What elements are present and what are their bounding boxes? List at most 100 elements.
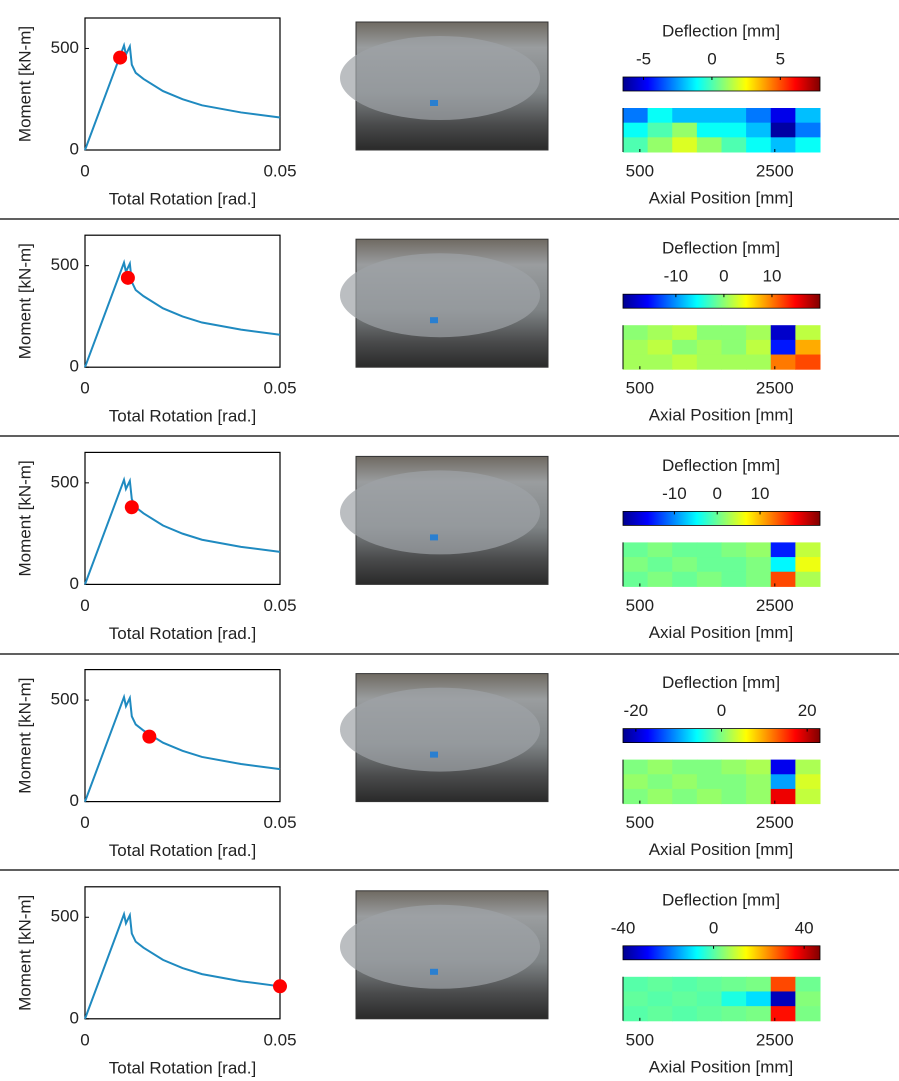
y-tick-label: 0 xyxy=(70,1008,79,1027)
heatmap-cell xyxy=(647,354,673,370)
heatmap-cell xyxy=(721,137,747,153)
heatmap-cell xyxy=(672,1006,698,1022)
y-tick-label: 500 xyxy=(51,690,79,709)
x-tick-label: 0.05 xyxy=(263,161,296,180)
heatmap-cell xyxy=(623,122,649,138)
heatmap-cell xyxy=(696,557,722,573)
heatmap-cell xyxy=(721,122,747,138)
heatmap-cell xyxy=(746,759,772,775)
heatmap-cell xyxy=(746,108,772,124)
heatmap-cell xyxy=(770,137,796,153)
y-tick-label: 0 xyxy=(70,139,79,158)
moment-curve xyxy=(84,259,281,368)
heatmap-cell xyxy=(647,991,673,1007)
colorbar-tick-label: -5 xyxy=(636,49,651,68)
heatmap-cell xyxy=(696,774,722,790)
x-axis-label: Total Rotation [rad.] xyxy=(109,189,256,208)
moment-curve xyxy=(84,910,281,1020)
heatmap-cell xyxy=(770,542,796,558)
heatmap-cell xyxy=(721,354,747,370)
heatmap-cell xyxy=(696,122,722,138)
photo-sensor xyxy=(430,751,438,758)
heatmap-cell xyxy=(770,788,796,805)
heatmap-cell xyxy=(795,759,821,775)
colorbar-title: Deflection [mm] xyxy=(662,21,780,40)
x-tick-label: 2500 xyxy=(756,379,794,398)
heatmap-cell xyxy=(721,571,747,587)
heatmap-cell xyxy=(696,339,722,356)
heatmap-cell xyxy=(795,557,821,573)
heatmap-cell xyxy=(672,325,698,341)
colorbar-tick-label: 0 xyxy=(717,701,726,720)
plot-frame xyxy=(84,17,281,151)
heatmap-cell xyxy=(623,759,649,775)
heatmap-cell xyxy=(623,774,649,790)
heatmap-cell xyxy=(746,774,772,790)
moment-curve xyxy=(84,693,281,802)
heatmap-cell xyxy=(746,137,772,153)
moment-curve xyxy=(84,41,281,151)
photo-sensor xyxy=(430,968,438,975)
heatmap-cell xyxy=(721,788,747,805)
colorbar-title: Deflection [mm] xyxy=(662,239,780,258)
colorbar-tick-label: 20 xyxy=(798,701,817,720)
heatmap-cell xyxy=(721,991,747,1007)
heatmap-cell xyxy=(746,542,772,558)
heatmap-cell xyxy=(672,108,698,124)
colorbar-tick-label: 0 xyxy=(707,49,716,68)
y-tick-label: 500 xyxy=(51,907,79,926)
heatmap-cell xyxy=(770,774,796,790)
heatmap-cell xyxy=(672,991,698,1007)
y-tick-label: 0 xyxy=(70,574,79,593)
heatmap-cell xyxy=(623,108,649,124)
heatmap-cell xyxy=(623,976,649,992)
heatmap-cell xyxy=(795,788,821,805)
y-axis-label: Moment [kN-m] xyxy=(15,895,34,1011)
heatmap-cell xyxy=(795,1006,821,1022)
heatmap-cell xyxy=(696,976,722,992)
heatmap-cell xyxy=(647,339,673,356)
x-tick-label: 500 xyxy=(626,379,654,398)
colorbar-tick-label: 0 xyxy=(719,267,728,286)
heatmap-cell xyxy=(795,976,821,992)
x-tick-label: 2500 xyxy=(756,161,794,180)
x-axis-label: Axial Position [mm] xyxy=(649,1057,794,1076)
colorbar xyxy=(622,293,821,309)
colorbar-tick-label: -20 xyxy=(624,701,649,720)
current-state-marker xyxy=(120,270,135,285)
heatmap-cell xyxy=(696,137,722,153)
colorbar xyxy=(622,945,821,961)
x-tick-label: 500 xyxy=(626,813,654,832)
separators xyxy=(0,218,899,871)
heatmap-cell xyxy=(770,122,796,138)
heatmap-cell xyxy=(795,354,821,370)
heatmap-cell xyxy=(672,759,698,775)
photo-cylinder xyxy=(340,470,540,555)
heatmap-cell xyxy=(721,325,747,341)
colorbar-tick-label: 10 xyxy=(751,484,770,503)
heatmap-cell xyxy=(696,759,722,775)
current-state-marker xyxy=(113,50,128,65)
colorbar-title: Deflection [mm] xyxy=(662,890,780,909)
x-tick-label: 2500 xyxy=(756,596,794,615)
x-axis-label: Axial Position [mm] xyxy=(649,840,794,859)
heatmap-cell xyxy=(647,557,673,573)
plot-frame xyxy=(84,451,281,585)
heatmap-cell xyxy=(746,991,772,1007)
x-tick-label: 0 xyxy=(80,813,89,832)
heatmap-cell xyxy=(770,759,796,775)
heatmap-cell xyxy=(721,557,747,573)
heatmap-cell xyxy=(647,325,673,341)
y-axis-label: Moment [kN-m] xyxy=(15,243,34,359)
heatmap-cell xyxy=(623,325,649,341)
heatmap-cell xyxy=(770,339,796,356)
current-state-marker xyxy=(273,979,287,994)
heatmap-cell xyxy=(647,571,673,587)
colorbar-title: Deflection [mm] xyxy=(662,456,780,475)
y-axis-label: Moment [kN-m] xyxy=(15,26,34,142)
photo-sensor xyxy=(430,534,438,541)
x-tick-label: 0.05 xyxy=(263,813,296,832)
heatmap-cell xyxy=(795,122,821,138)
x-axis-label: Axial Position [mm] xyxy=(649,406,794,425)
